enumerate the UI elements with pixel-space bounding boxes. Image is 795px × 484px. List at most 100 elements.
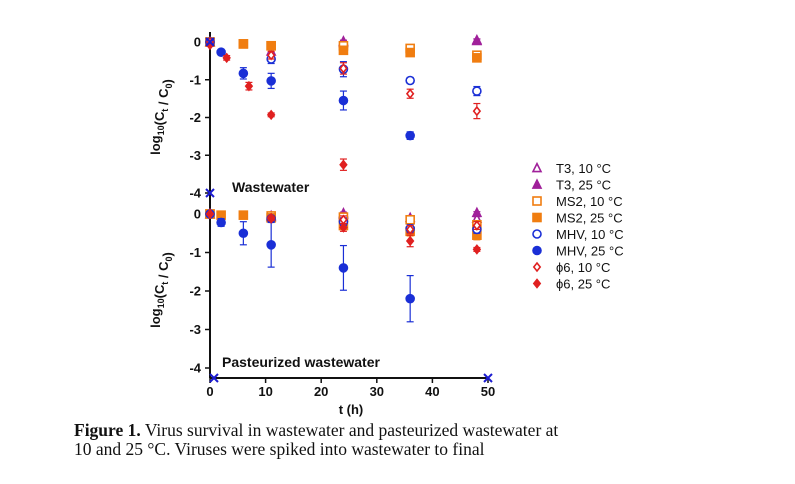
data-point — [472, 220, 482, 231]
legend-item: MS2, 10 °C — [532, 194, 623, 209]
x-axis-label: t (h) — [339, 402, 364, 417]
corner-x-stroke — [483, 373, 493, 383]
y-tick-label: -4 — [189, 186, 201, 201]
data-point — [471, 206, 483, 218]
data-point — [244, 80, 254, 92]
caption-line-2: 10 and 25 °C. Viruses were spiked into w… — [74, 439, 485, 459]
legend-label: MS2, 10 °C — [556, 194, 623, 209]
legend-item: T3, 25 °C — [531, 178, 611, 193]
data-point — [472, 244, 482, 255]
x-tick-label: 10 — [258, 384, 272, 399]
series-mhv-25-c — [205, 37, 415, 141]
series--6-25-c — [205, 208, 482, 255]
y-axis-label-part: log — [148, 135, 163, 155]
data-point — [405, 214, 415, 225]
legend-item: MS2, 25 °C — [532, 211, 623, 226]
y-axis-label-subscript: 0 — [164, 256, 174, 261]
y-axis-label-part: (C — [152, 284, 167, 298]
y-tick-label: 0 — [194, 35, 201, 50]
data-point — [405, 130, 415, 141]
data-point — [266, 213, 276, 224]
y-axis-label-subscript: t — [160, 109, 170, 112]
y-tick-label: -1 — [189, 245, 201, 260]
legend-marker — [531, 178, 543, 189]
data-point — [405, 47, 415, 58]
data-point — [405, 235, 415, 247]
data-point — [238, 68, 249, 79]
legend-label: MHV, 10 °C — [556, 227, 624, 242]
y-axis-label-subscript: 0 — [164, 83, 174, 88]
x-tick-label: 50 — [481, 384, 495, 399]
y-tick-label: -2 — [189, 284, 201, 299]
data-point — [338, 45, 349, 56]
x-tick-label: 0 — [206, 384, 213, 399]
x-tick-label: 40 — [425, 384, 439, 399]
legend-marker — [532, 212, 542, 223]
data-point — [205, 208, 215, 220]
legend-item: ϕ6, 10 °C — [532, 260, 610, 275]
data-point — [338, 95, 349, 106]
caption-line-1: Figure 1. Virus survival in wastewater a… — [74, 421, 754, 440]
legend-item: MHV, 10 °C — [532, 227, 624, 242]
y-axis-label-subscript: 10 — [156, 298, 166, 308]
series-mhv-25-c — [205, 209, 415, 323]
data-point — [238, 210, 249, 220]
caption-label: Figure 1. — [74, 420, 141, 440]
legend-label: ϕ6, 10 °C — [556, 260, 610, 275]
x-tick-label: 30 — [370, 384, 384, 399]
x-axis: 0 10 20 30 40 50 t (h) — [206, 377, 495, 417]
data-point — [266, 49, 276, 61]
data-point — [238, 228, 249, 239]
corner-x-stroke — [209, 373, 219, 383]
data-point — [338, 263, 349, 273]
data-point — [472, 105, 482, 117]
legend-label: ϕ6, 25 °C — [556, 277, 610, 292]
corner-x-marker — [483, 373, 493, 383]
panel-title: Pasteurized wastewater — [222, 354, 381, 370]
legend-label: T3, 25 °C — [556, 178, 611, 193]
data-point — [339, 222, 348, 233]
data-point — [266, 40, 276, 51]
corner-x-stroke — [205, 37, 215, 47]
legend-marker — [532, 261, 542, 273]
data-point — [339, 63, 348, 74]
data-point — [405, 75, 415, 86]
legend-label: MHV, 25 °C — [556, 244, 624, 259]
y-tick-label: -3 — [189, 322, 201, 337]
legend-item: MHV, 25 °C — [532, 244, 624, 259]
data-point — [216, 217, 226, 228]
figure-caption: Figure 1. Virus survival in wastewater a… — [74, 421, 754, 459]
legend-marker — [532, 278, 542, 289]
data-point — [216, 47, 226, 57]
y-axis-label-part: / C — [156, 261, 171, 282]
y-axis-label-part: ) — [160, 252, 175, 256]
series--6-25-c — [205, 39, 348, 171]
y-tick-label: 0 — [194, 207, 201, 222]
legend-label: T3, 10 °C — [556, 161, 611, 176]
data-point — [266, 76, 276, 86]
caption-text-1: Virus survival in wastewater and pasteur… — [140, 420, 559, 440]
y-axis-label-part: log — [148, 308, 163, 328]
y-tick-label: -4 — [189, 361, 201, 376]
data-point — [405, 88, 415, 99]
legend-marker — [531, 161, 543, 173]
corner-x-stroke — [205, 188, 215, 198]
y-axis-label: log10(Ct / C0) — [148, 252, 175, 328]
data-point — [405, 224, 415, 235]
y-axis-label: log10(Ct / C0) — [148, 79, 175, 155]
data-point — [266, 109, 276, 121]
legend-label: MS2, 25 °C — [556, 211, 623, 226]
y-axis-label-part: (C — [152, 111, 167, 125]
panel-title: Wastewater — [232, 179, 310, 195]
y-tick-label: -3 — [189, 148, 201, 163]
corner-x-marker — [209, 373, 219, 383]
corner-x-marker — [205, 188, 215, 198]
legend-item: T3, 10 °C — [531, 161, 611, 176]
data-point — [238, 39, 249, 49]
y-axis-label-part: ) — [160, 79, 175, 83]
legend-item: ϕ6, 25 °C — [532, 277, 610, 292]
data-point — [266, 240, 276, 250]
